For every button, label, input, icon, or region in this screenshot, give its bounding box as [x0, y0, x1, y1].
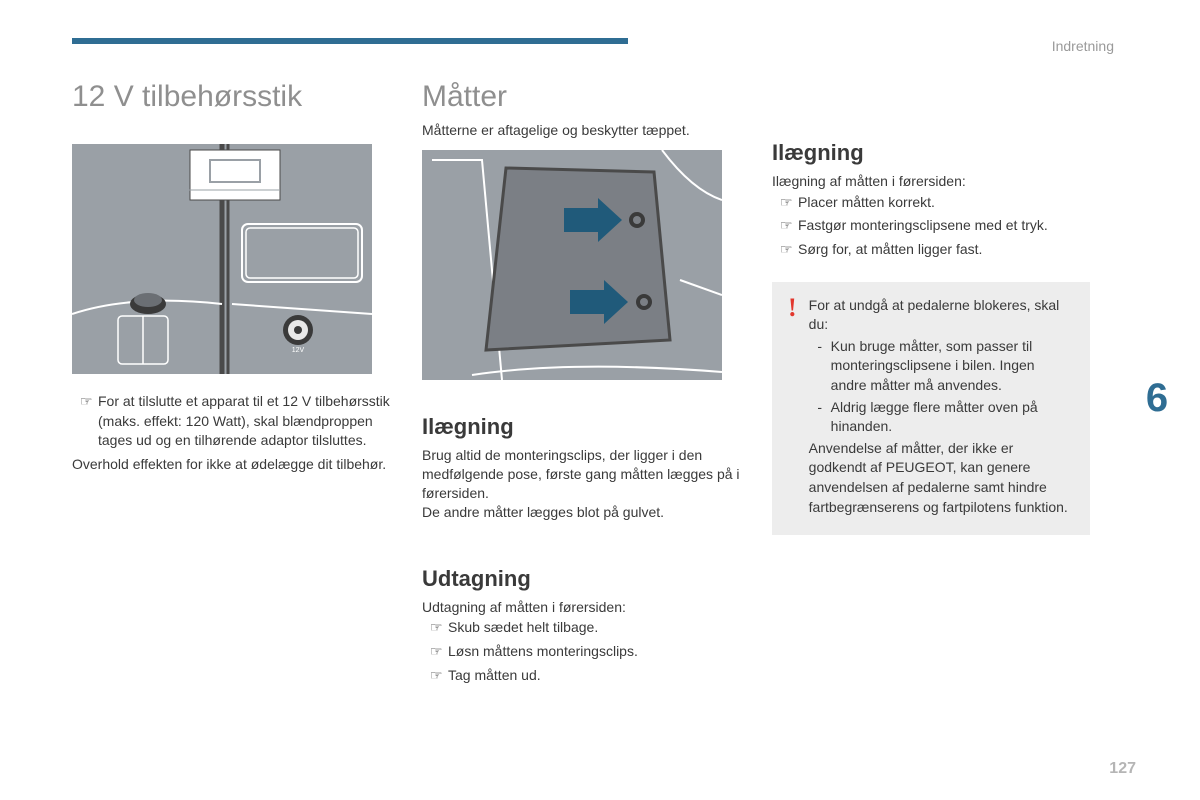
- warning-lead: For at undgå at pedalerne blokeres, skal…: [809, 296, 1074, 335]
- col1-tail: Overhold effekten for ikke at ødelægge d…: [72, 455, 392, 474]
- col2-sec-a-para: Brug altid de monteringsclips, der ligge…: [422, 446, 742, 503]
- list-item: - Kun bruge måtter, som passer til monte…: [809, 337, 1074, 396]
- col2-sec-b-bullets: ☞ Skub sædet helt tilbage. ☞ Løsn måtten…: [422, 618, 742, 689]
- col-12v: 12 V tilbehørsstik: [72, 80, 392, 689]
- list-item: ☞ For at tilslutte et apparat til et 12 …: [72, 392, 392, 451]
- bullet-text: Skub sædet helt tilbage.: [448, 618, 598, 638]
- pointer-icon: ☞: [772, 216, 798, 236]
- list-item: ☞ Skub sædet helt tilbage.: [422, 618, 742, 638]
- dash-icon: -: [809, 398, 831, 437]
- pointer-icon: ☞: [422, 618, 448, 638]
- warning-tail: Anvendelse af måtter, der ikke er godken…: [809, 439, 1074, 517]
- col-fitting: Ilægning Ilægning af måtten i førersiden…: [772, 80, 1090, 689]
- col2-title: Måtter: [422, 80, 742, 114]
- bullet-text: For at tilslutte et apparat til et 12 V …: [98, 392, 392, 451]
- col3-intro: Ilægning af måtten i førersiden:: [772, 172, 1090, 191]
- top-rule: [72, 38, 628, 44]
- bullet-text: Løsn måttens monteringsclips.: [448, 642, 638, 662]
- col3-heading: Ilægning: [772, 140, 1090, 166]
- illus-12v-socket: 12V: [72, 144, 372, 374]
- list-item: - Aldrig lægge flere måtter oven på hina…: [809, 398, 1074, 437]
- bullet-text: Tag måtten ud.: [448, 666, 541, 686]
- exclaim-icon: !: [788, 296, 797, 518]
- pointer-icon: ☞: [72, 392, 98, 451]
- list-item: ☞ Tag måtten ud.: [422, 666, 742, 686]
- list-item: ☞ Sørg for, at måtten ligger fast.: [772, 240, 1090, 260]
- warning-content: For at undgå at pedalerne blokeres, skal…: [809, 296, 1074, 518]
- bullet-text: Placer måtten korrekt.: [798, 193, 935, 213]
- section-label: Indretning: [1052, 38, 1114, 54]
- pointer-icon: ☞: [772, 240, 798, 260]
- col2-sec-b-intro: Udtagning af måtten i førersiden:: [422, 598, 742, 617]
- list-item: ☞ Placer måtten korrekt.: [772, 193, 1090, 213]
- pointer-icon: ☞: [772, 193, 798, 213]
- col2-sec-a-heading: Ilægning: [422, 414, 742, 440]
- list-item: ☞ Løsn måttens monteringsclips.: [422, 642, 742, 662]
- col2-sec-b-heading: Udtagning: [422, 566, 742, 592]
- content-grid: 12 V tilbehørsstik: [72, 80, 1090, 689]
- col1-bullets: ☞ For at tilslutte et apparat til et 12 …: [72, 392, 392, 455]
- dash-icon: -: [809, 337, 831, 396]
- warning-box: ! For at undgå at pedalerne blokeres, sk…: [772, 282, 1090, 536]
- warning-item-text: Kun bruge måtter, som passer til monteri…: [831, 337, 1074, 396]
- illus-floor-mat: [422, 150, 722, 380]
- col3-bullets: ☞ Placer måtten korrekt. ☞ Fastgør monte…: [772, 193, 1090, 260]
- svg-text:12V: 12V: [292, 347, 305, 354]
- warning-item-text: Aldrig lægge flere måtter oven på hinand…: [831, 398, 1074, 437]
- list-item: ☞ Fastgør monteringsclipsene med et tryk…: [772, 216, 1090, 236]
- chapter-number-badge: 6: [1132, 370, 1182, 426]
- col2-sec-a-para2: De andre måtter lægges blot på gulvet.: [422, 503, 742, 522]
- bullet-text: Sørg for, at måtten ligger fast.: [798, 240, 982, 260]
- pointer-icon: ☞: [422, 666, 448, 686]
- col-mats: Måtter Måtterne er aftagelige og beskytt…: [422, 80, 742, 689]
- col2-subtitle: Måtterne er aftagelige og beskytter tæpp…: [422, 122, 742, 138]
- page-number: 127: [1109, 760, 1136, 778]
- col1-title: 12 V tilbehørsstik: [72, 80, 392, 114]
- pointer-icon: ☞: [422, 642, 448, 662]
- bullet-text: Fastgør monteringsclipsene med et tryk.: [798, 216, 1048, 236]
